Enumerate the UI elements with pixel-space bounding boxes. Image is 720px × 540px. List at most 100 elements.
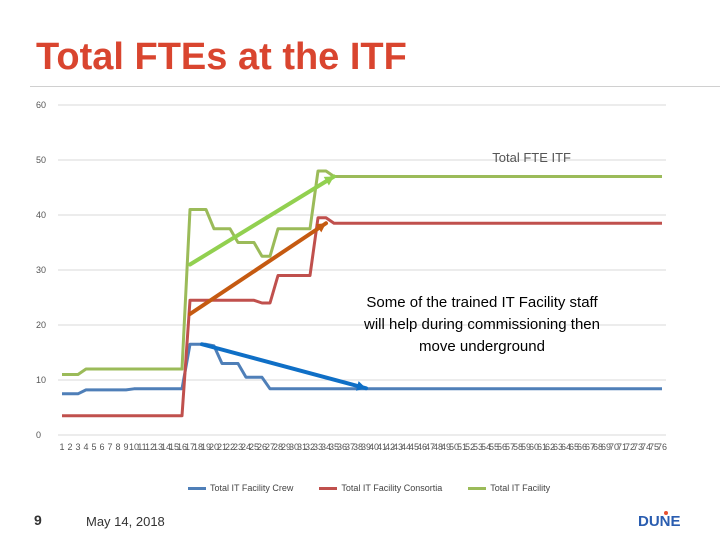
x-tick-36: 36 (337, 442, 347, 452)
x-tick-19: 19 (201, 442, 211, 452)
x-tick-38: 38 (353, 442, 363, 452)
x-tick-54: 54 (481, 442, 491, 452)
y-tick-50: 50 (36, 155, 46, 165)
total-fte-itf-label: Total FTE ITF (492, 150, 571, 165)
legend-label-crew: Total IT Facility Crew (210, 483, 294, 493)
x-tick-29: 29 (281, 442, 291, 452)
x-tick-58: 58 (513, 442, 523, 452)
page-number: 9 (34, 512, 42, 528)
x-tick-69: 69 (601, 442, 611, 452)
x-tick-39: 39 (361, 442, 371, 452)
legend-swatch-facility (468, 486, 487, 490)
x-tick-75: 75 (649, 442, 659, 452)
x-tick-41: 41 (377, 442, 387, 452)
x-tick-43: 43 (393, 442, 403, 452)
x-tick-13: 13 (153, 442, 163, 452)
x-tick-57: 57 (505, 442, 515, 452)
x-tick-28: 28 (273, 442, 283, 452)
y-tick-labels: 0 10 20 30 40 50 60 (36, 100, 46, 440)
x-tick-6: 6 (99, 442, 104, 452)
x-tick-18: 18 (193, 442, 203, 452)
annotation-arrows (188, 174, 368, 391)
legend-item-consortia: Total IT Facility Consortia (319, 483, 442, 493)
x-tick-49: 49 (441, 442, 451, 452)
y-tick-30: 30 (36, 265, 46, 275)
x-tick-53: 53 (473, 442, 483, 452)
x-tick-12: 12 (145, 442, 155, 452)
slide-title: Total FTEs at the ITF (36, 36, 407, 78)
x-tick-15: 15 (169, 442, 179, 452)
y-tick-10: 10 (36, 375, 46, 385)
x-tick-52: 52 (465, 442, 475, 452)
x-tick-32: 32 (305, 442, 315, 452)
legend-label-consortia: Total IT Facility Consortia (341, 483, 443, 493)
x-tick-55: 55 (489, 442, 499, 452)
x-tick-68: 68 (593, 442, 603, 452)
x-tick-11: 11 (137, 442, 146, 452)
x-tick-40: 40 (369, 442, 379, 452)
trend-arrow-1 (188, 174, 336, 267)
x-tick-74: 74 (641, 442, 651, 452)
y-tick-40: 40 (36, 210, 46, 220)
x-tick-63: 63 (553, 442, 563, 452)
series-line-3 (62, 169, 662, 376)
x-tick-37: 37 (345, 442, 355, 452)
x-tick-25: 25 (249, 442, 259, 452)
x-tick-9: 9 (123, 442, 128, 452)
x-tick-34: 34 (321, 442, 331, 452)
x-tick-35: 35 (329, 442, 339, 452)
x-tick-64: 64 (561, 442, 571, 452)
x-tick-30: 30 (289, 442, 299, 452)
x-tick-76: 76 (657, 442, 667, 452)
dune-logo-text: DUNE (638, 513, 681, 530)
x-tick-17: 17 (185, 442, 195, 452)
x-tick-4: 4 (83, 442, 88, 452)
trend-arrow-3 (200, 342, 368, 391)
x-tick-8: 8 (115, 442, 120, 452)
x-tick-21: 21 (217, 442, 227, 452)
x-tick-31: 31 (297, 442, 307, 452)
x-tick-71: 71 (617, 442, 627, 452)
x-tick-10: 10 (129, 442, 139, 452)
trend-arrowhead-2 (315, 223, 326, 233)
x-tick-67: 67 (585, 442, 595, 452)
dune-logo: DUNE (638, 511, 681, 530)
footer-date: May 14, 2018 (86, 514, 165, 529)
x-tick-65: 65 (569, 442, 579, 452)
x-tick-50: 50 (449, 442, 459, 452)
x-tick-42: 42 (385, 442, 395, 452)
title-divider (30, 86, 720, 87)
x-tick-26: 26 (257, 442, 267, 452)
x-tick-1: 1 (59, 442, 64, 452)
x-tick-22: 22 (225, 442, 235, 452)
y-tick-60: 60 (36, 100, 46, 110)
x-tick-73: 73 (633, 442, 643, 452)
x-tick-46: 46 (417, 442, 427, 452)
y-tick-0: 0 (36, 430, 41, 440)
chart-legend: Total IT Facility Crew Total IT Facility… (188, 483, 550, 493)
trend-arrow-2 (188, 221, 328, 316)
trend-arrowhead-3 (356, 381, 366, 391)
x-tick-33: 33 (313, 442, 323, 452)
x-tick-48: 48 (433, 442, 443, 452)
x-tick-59: 59 (521, 442, 531, 452)
series-line-2 (62, 216, 662, 418)
x-tick-72: 72 (625, 442, 635, 452)
x-tick-27: 27 (265, 442, 275, 452)
x-tick-70: 70 (609, 442, 619, 452)
x-tick-16: 16 (177, 442, 187, 452)
x-tick-62: 62 (545, 442, 555, 452)
legend-item-facility: Total IT Facility (468, 483, 550, 493)
legend-item-crew: Total IT Facility Crew (188, 483, 293, 493)
legend-swatch-consortia (319, 486, 338, 490)
x-tick-61: 61 (537, 442, 547, 452)
x-tick-66: 66 (577, 442, 587, 452)
commissioning-note: Some of the trained IT Facility staff wi… (364, 294, 600, 355)
logo-dot (664, 511, 668, 515)
x-tick-20: 20 (209, 442, 219, 452)
chart-grid (58, 104, 666, 436)
trend-arrowhead-1 (323, 176, 334, 186)
legend-swatch-crew (188, 486, 206, 490)
y-tick-20: 20 (36, 320, 46, 330)
